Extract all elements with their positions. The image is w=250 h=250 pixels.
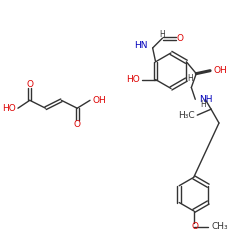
Text: H: H [200,100,206,109]
Text: NH: NH [199,95,213,104]
Text: OH: OH [93,96,107,105]
Text: H: H [188,74,193,83]
Text: O: O [191,222,198,231]
Text: HO: HO [126,75,140,84]
Text: O: O [26,80,33,89]
Text: HN: HN [134,42,148,50]
Text: H₃C: H₃C [178,110,194,120]
Text: CH₃: CH₃ [212,222,228,231]
Text: O: O [74,120,81,128]
Text: H: H [160,30,166,39]
Text: OH: OH [213,66,227,75]
Text: O: O [177,34,184,42]
Text: HO: HO [2,104,16,113]
